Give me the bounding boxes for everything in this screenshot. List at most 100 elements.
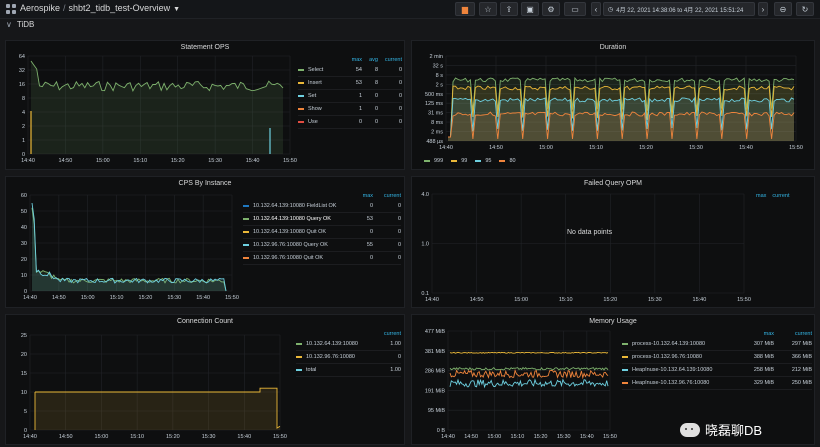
select-series-line-area [31, 61, 283, 154]
legend-item[interactable]: Use 0 0 0 [298, 116, 402, 129]
panel-connection-count[interactable]: Connection Count 25 20 15 10 5 0 14:40 14:50 15:… [5, 314, 405, 445]
legend-header-current[interactable]: current [384, 56, 402, 63]
breadcrumb[interactable]: Aerospike / shbt2_tidb_test-Overview ▼ [20, 3, 180, 13]
panel-duration[interactable]: Duration 2 min 32 s 8 s 2 s 500 ms 125 ms 31 m… [411, 40, 815, 170]
series-swatch [622, 343, 628, 345]
dashboards-grid-icon[interactable] [6, 4, 16, 14]
cps-96-76-query-series-line-area [32, 203, 226, 291]
share-dashboard-button[interactable]: ⇪ [500, 2, 518, 16]
dashboard-dropdown-caret-icon[interactable]: ▼ [173, 6, 181, 13]
x-tick-label: 15:50 [225, 295, 239, 301]
breadcrumb-folder[interactable]: Aerospike [20, 3, 61, 13]
series-name: total [306, 367, 317, 373]
y-tick-label: 500 ms [425, 92, 443, 98]
y-tick-label: 0 [24, 289, 27, 295]
zoom-out-button[interactable]: ⊖ [774, 2, 792, 16]
x-tick-label: 15:20 [603, 297, 617, 303]
panel-cps-by-instance[interactable]: CPS By Instance 60 50 40 30 20 10 0 14:40 14:50 1… [5, 176, 405, 308]
y-tick-label: 4 [22, 110, 25, 116]
series-name: 95 [485, 158, 492, 164]
legend-item[interactable]: 10.132.96.76:10080 Quit OK 0 0 [243, 252, 401, 265]
legend-item[interactable]: 10.132.96.76:10080 Query OK 55 0 [243, 239, 401, 252]
x-tick-label: 14:50 [489, 145, 503, 151]
heapinuse-96-76-series-line [449, 368, 609, 380]
legend-header-max[interactable]: max [756, 193, 767, 199]
refresh-button[interactable]: ↻ [796, 2, 814, 16]
legend-header-max[interactable]: max [362, 192, 373, 199]
series-name: 10.132.64.139:10080 [306, 341, 358, 347]
time-range-picker[interactable]: ◷ 4月 22, 2021 14:38:06 to 4月 22, 2021 15:… [603, 2, 755, 16]
x-tick-label: 14:50 [59, 158, 73, 164]
y-tick-label: 2 s [436, 82, 444, 88]
panel-memory-usage[interactable]: Memory Usage 477 MiB 381 MiB 286 MiB 191 Mi… [411, 314, 815, 445]
legend-header-current[interactable]: current [794, 330, 812, 337]
legend-item[interactable]: Select 54 8 0 [298, 64, 402, 77]
x-tick-label: 15:50 [273, 434, 287, 440]
series-swatch [499, 160, 506, 162]
tv-mode-button[interactable]: ▭ [564, 2, 586, 16]
cps-64-139-query-series-line-area [32, 207, 226, 291]
y-tick-label: 30 [21, 241, 27, 247]
add-panel-icon: ▆ [461, 4, 469, 14]
legend-item[interactable]: Set 1 0 0 [298, 90, 402, 103]
star-dashboard-button[interactable]: ☆ [479, 2, 497, 16]
legend-item[interactable]: 999 [424, 158, 443, 164]
x-tick-label: 14:40 [21, 158, 35, 164]
row-header[interactable]: ∨ TiDB [6, 20, 34, 29]
series-current: 0 [397, 203, 401, 209]
legend-item[interactable]: HeapInuse-10.132.64.139:10080 258 MiB 212 … [622, 364, 812, 377]
series-swatch [243, 205, 249, 207]
legend-item[interactable]: 10.132.64.139:10080 1.00 [296, 338, 401, 351]
legend-item[interactable]: 99 [451, 158, 467, 164]
zoom-out-icon: ⊖ [779, 4, 787, 14]
series-current: 297 MiB [791, 341, 812, 347]
legend-item[interactable]: Insert 53 8 0 [298, 77, 402, 90]
panel-statement-ops[interactable]: Statement OPS 64 32 16 8 4 2 1 0 14:40 14:50 15:00… [5, 40, 405, 170]
legend-item[interactable]: 10.132.64.139:10080 FieldList OK 0 0 [243, 200, 401, 213]
legend-header-max[interactable]: max [351, 56, 362, 63]
y-tick-label: 286 MiB [425, 369, 446, 375]
series-max: 1 [358, 93, 362, 99]
time-shift-back-button[interactable]: ‹ [591, 2, 601, 16]
x-tick-label: 14:40 [425, 297, 439, 303]
connection-total-series-line-area [35, 388, 280, 430]
add-panel-button[interactable]: ▆ [455, 2, 475, 16]
series-avg: 0 [374, 119, 378, 125]
legend-item[interactable]: process-10.132.64.139:10080 307 MiB 297 Mi… [622, 338, 812, 351]
dashboard-title[interactable]: shbt2_tidb_test-Overview [68, 3, 171, 13]
legend-item[interactable]: 80 [499, 158, 516, 164]
legend-item[interactable]: HeapInuse-10.132.96.76:10080 329 MiB 250 M… [622, 377, 812, 390]
legend-item[interactable]: 95 [475, 158, 491, 164]
legend-item[interactable]: 10.132.64.139:10080 Quit OK 0 0 [243, 226, 401, 239]
legend-header-current[interactable]: current [383, 330, 401, 337]
series-max: 388 MiB [753, 354, 774, 360]
legend-item[interactable]: total 1.00 [296, 364, 401, 377]
time-shift-forward-button[interactable]: › [758, 2, 768, 16]
x-tick-label: 15:40 [196, 295, 210, 301]
legend-item[interactable]: 10.132.64.139:10080 Query OK 53 0 [243, 213, 401, 226]
legend-header-current[interactable]: current [772, 193, 790, 199]
y-tick-label: 1.0 [421, 242, 429, 248]
x-tick-label: 15:10 [559, 297, 573, 303]
clock-icon: ◷ [608, 6, 614, 13]
save-dashboard-button[interactable]: ▣ [521, 2, 539, 16]
connection-count-chart: 25 20 15 10 5 014:40 14:50 15:00 15:10 15:20 15:30… [21, 333, 287, 440]
series-name: 10.132.96.76:10080 [306, 354, 355, 360]
panel-failed-query-opm[interactable]: Failed Query OPM 4.0 1.0 0.1 14:40 14:50 15:0… [411, 176, 815, 308]
legend-item[interactable]: process-10.132.96.76:10080 388 MiB 366 MiB [622, 351, 812, 364]
settings-button[interactable]: ⚙ [542, 2, 560, 16]
legend-header-avg[interactable]: avg [369, 56, 378, 63]
legend-header-max[interactable]: max [763, 330, 774, 337]
refresh-icon: ↻ [801, 4, 809, 14]
y-tick-label: 8 ms [431, 120, 443, 126]
x-tick-label: 15:10 [511, 434, 525, 440]
series-current: 0 [398, 106, 402, 112]
x-tick-label: 15:00 [81, 295, 95, 301]
series-max: 0 [369, 255, 373, 261]
x-tick-label: 15:40 [693, 297, 707, 303]
legend-header-current[interactable]: current [383, 192, 401, 199]
legend-item[interactable]: Show 1 0 0 [298, 103, 402, 116]
legend-item[interactable]: 10.132.96.76:10080 0 [296, 351, 401, 364]
series-current: 212 MiB [791, 367, 812, 373]
series-max: 0 [369, 229, 373, 235]
